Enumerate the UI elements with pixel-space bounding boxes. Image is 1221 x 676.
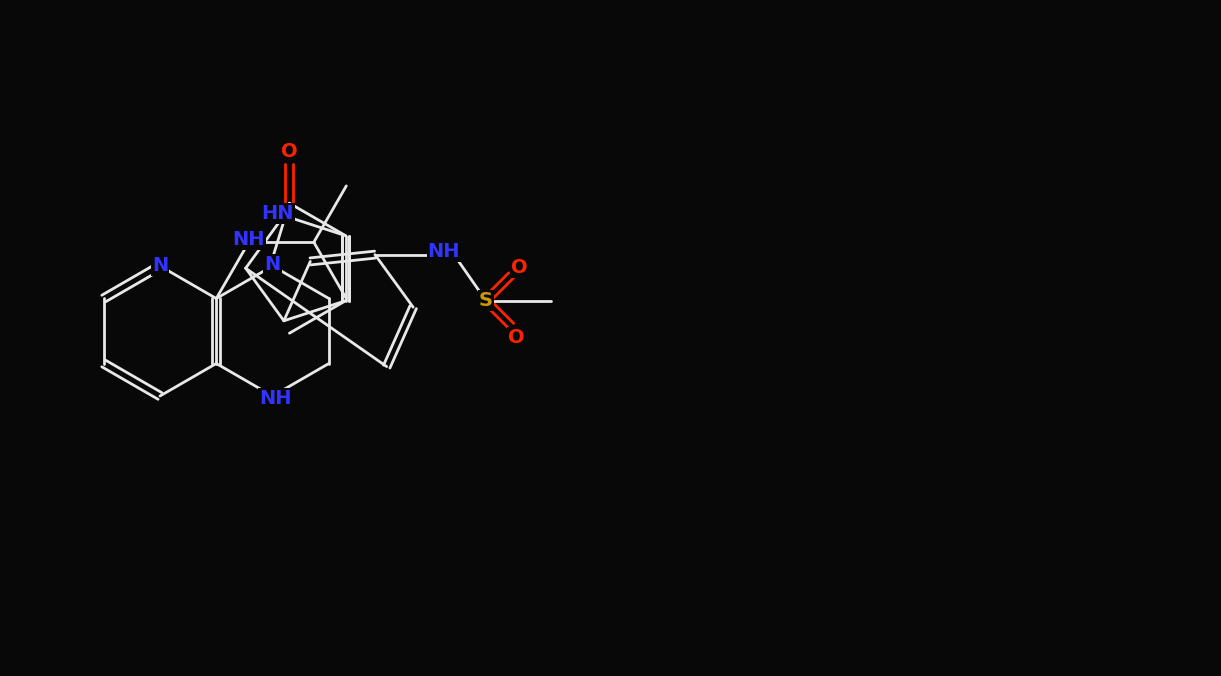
Text: NH: NH: [232, 230, 265, 249]
Text: O: O: [510, 258, 527, 276]
Text: O: O: [508, 329, 525, 347]
Text: HN: HN: [261, 204, 294, 223]
Text: NH: NH: [427, 242, 460, 261]
Text: O: O: [281, 142, 298, 161]
Text: NH: NH: [259, 389, 292, 408]
Text: S: S: [479, 291, 493, 310]
Text: N: N: [265, 254, 281, 274]
Text: N: N: [151, 256, 168, 276]
